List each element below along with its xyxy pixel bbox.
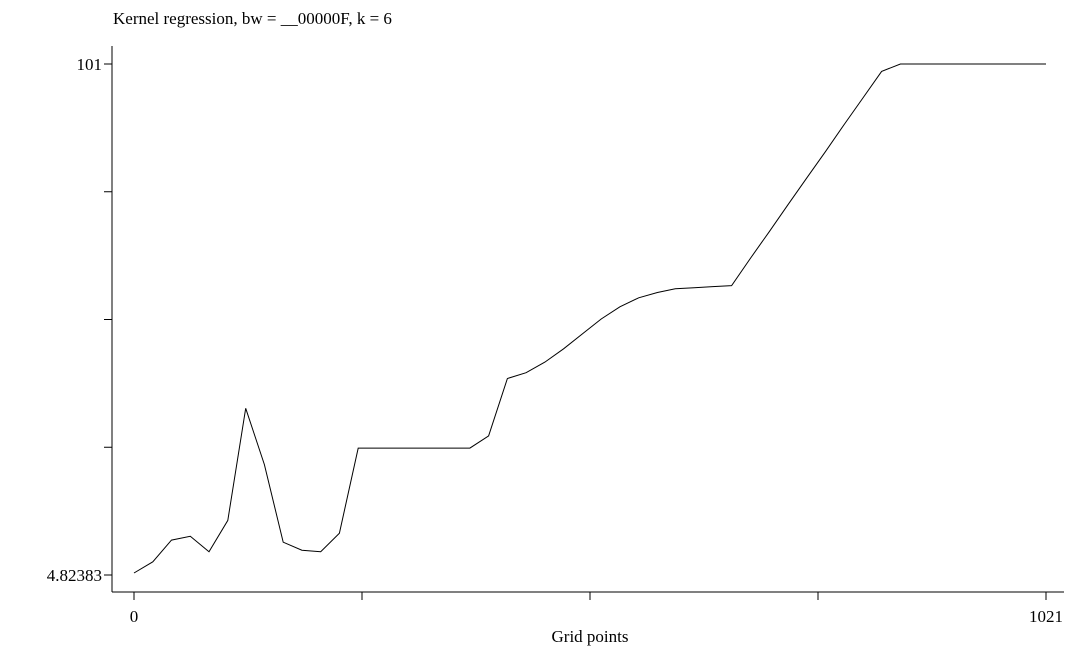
x-tick-label: 1021: [1029, 607, 1063, 626]
y-axis-ticks: 4.82383 101: [47, 55, 112, 585]
y-tick-label: 101: [77, 55, 103, 74]
x-axis-label: Grid points: [552, 627, 629, 646]
series-line: [133, 63, 1046, 574]
x-tick-label: 0: [130, 607, 139, 626]
x-axis-ticks: 0 1021: [130, 592, 1063, 626]
series-group: [133, 63, 1046, 574]
chart-title: Kernel regression, bw = __00000F, k = 6: [113, 9, 392, 28]
y-tick-label: 4.82383: [47, 566, 102, 585]
